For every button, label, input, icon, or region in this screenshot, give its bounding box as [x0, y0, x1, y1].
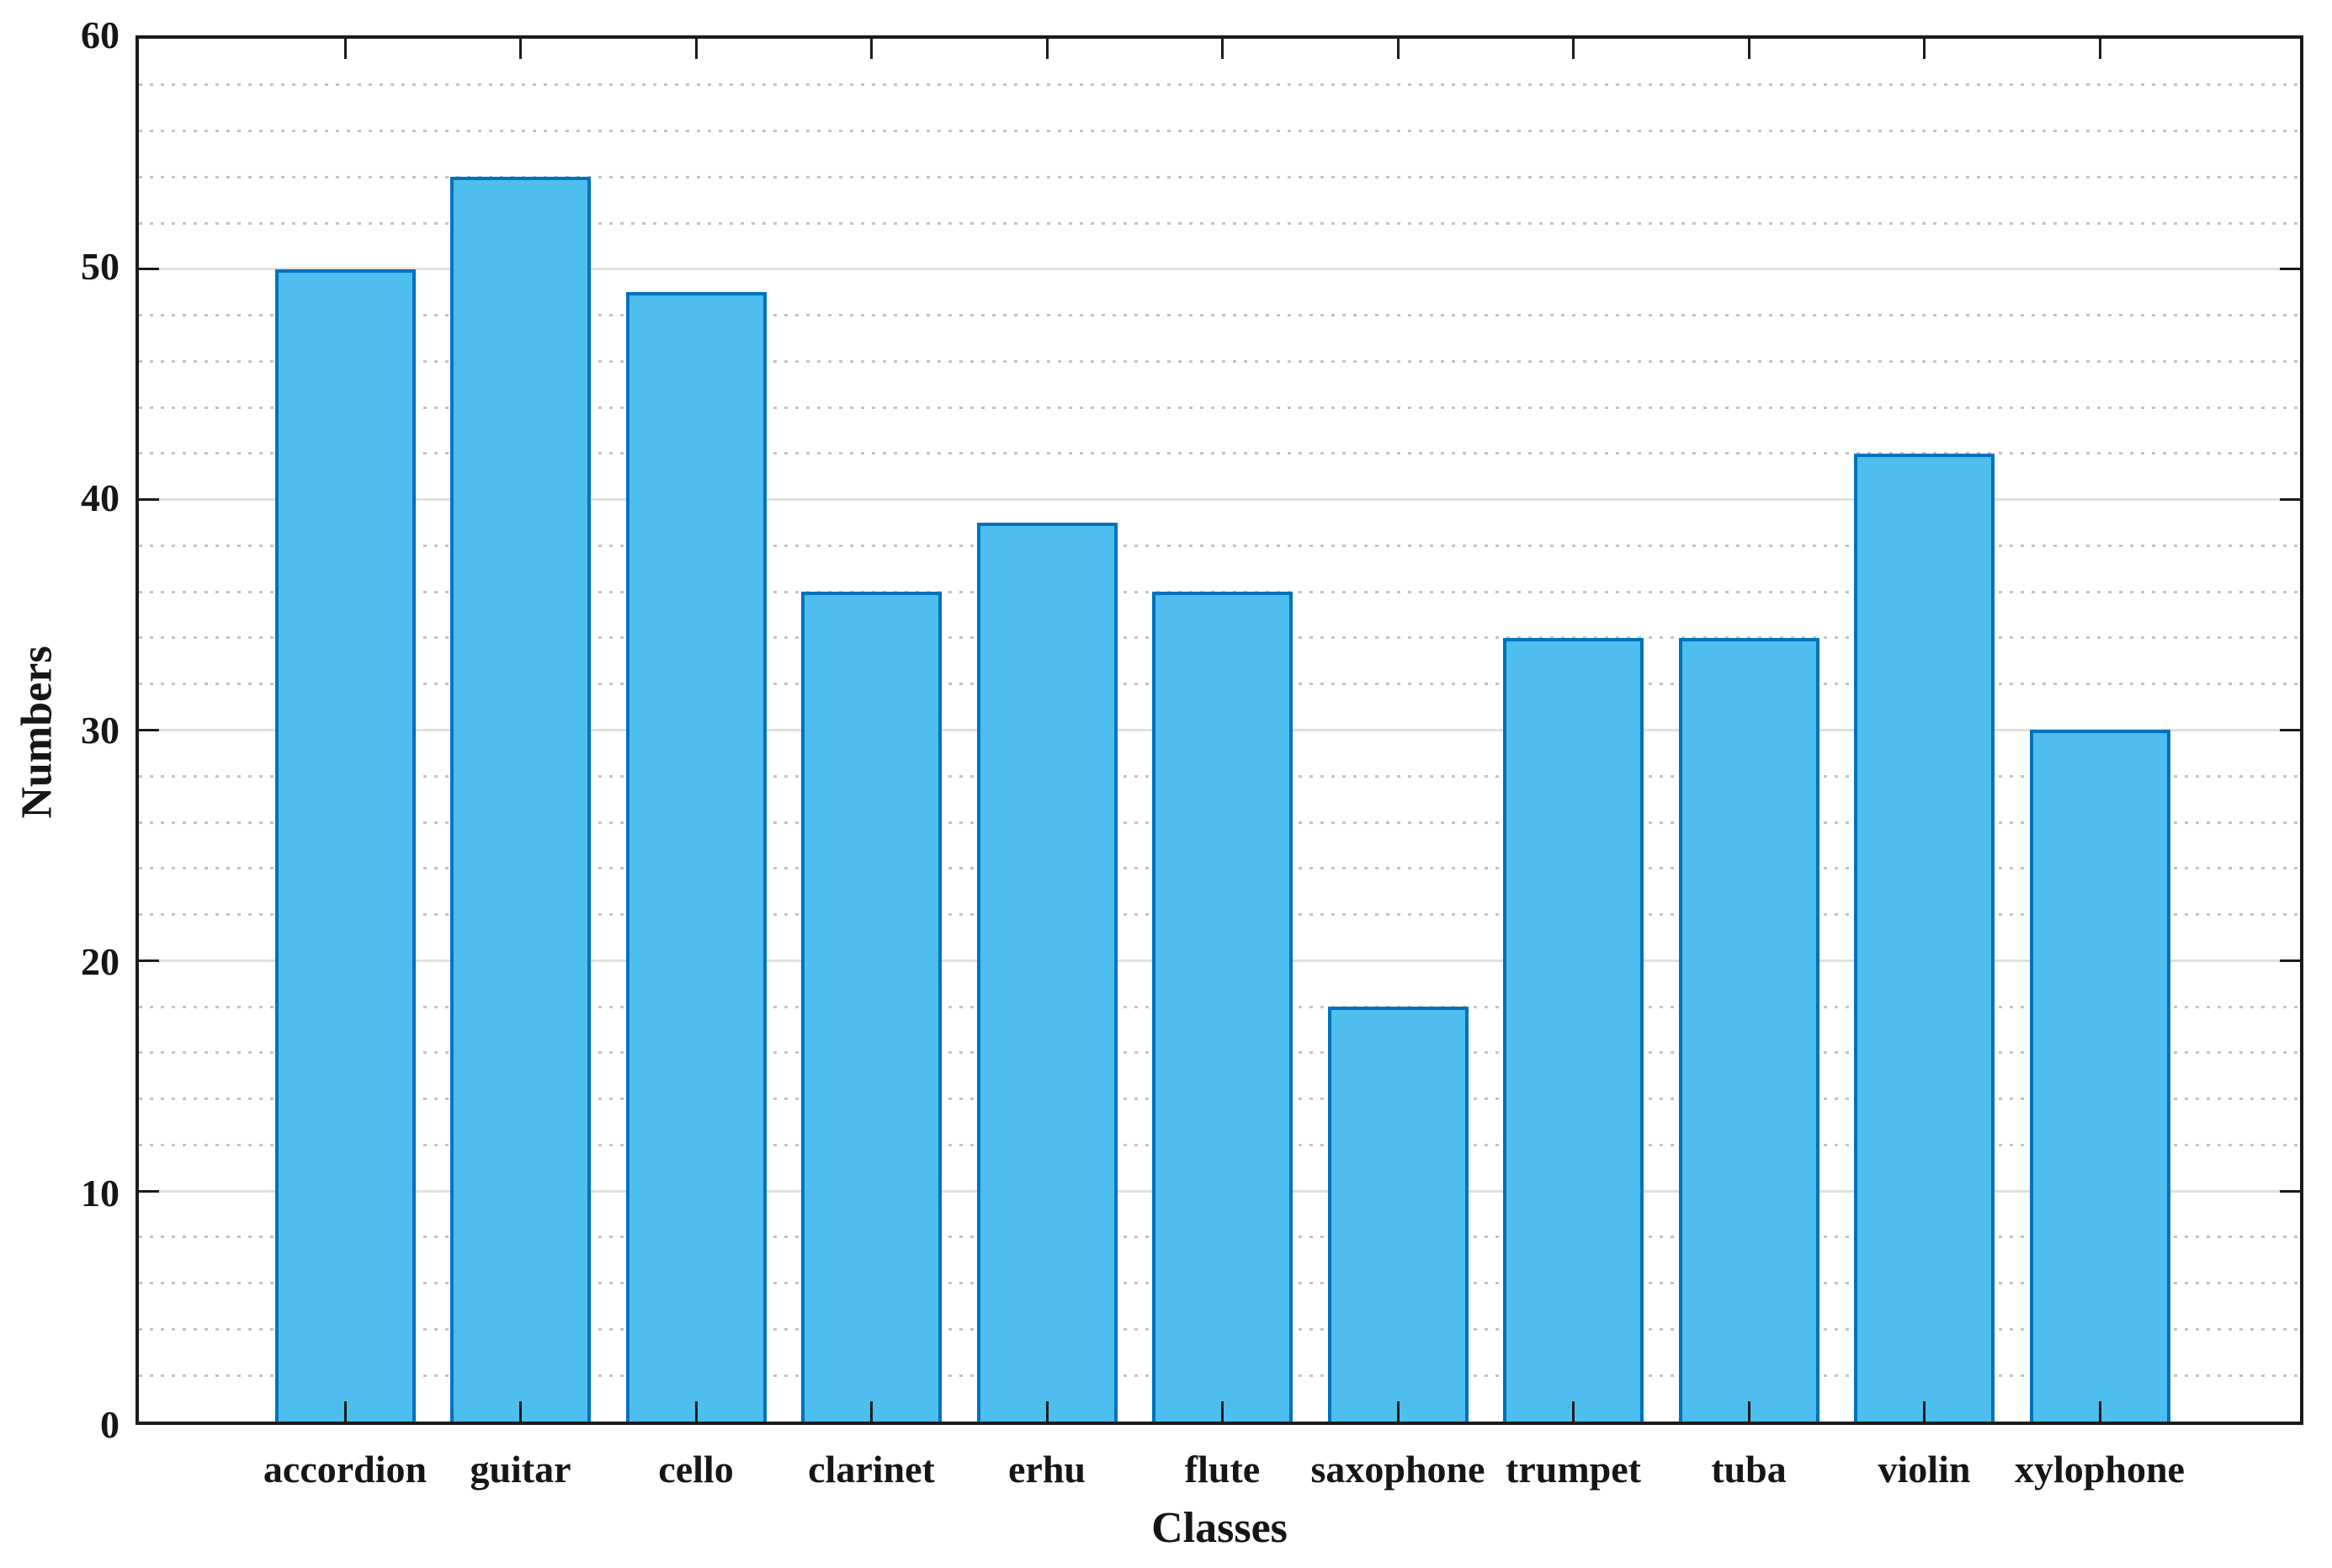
x-tick-top: [1572, 39, 1575, 59]
y-tick-label: 10: [81, 1171, 120, 1215]
x-tick-label-flute: flute: [1184, 1448, 1261, 1491]
x-tick-bottom: [519, 1401, 522, 1422]
bar-trumpet: [1503, 638, 1644, 1422]
y-tick-left: [139, 268, 159, 271]
gridline-minor: [139, 359, 2300, 363]
x-tick-top: [1396, 39, 1400, 59]
y-tick-label: 20: [81, 939, 120, 983]
x-tick-label-trumpet: trumpet: [1506, 1448, 1641, 1491]
x-tick-bottom: [343, 1401, 347, 1422]
gridline-major: [139, 498, 2300, 502]
gridline-minor: [139, 406, 2300, 409]
bar-xylophone: [2029, 730, 2170, 1422]
x-tick-top: [694, 39, 698, 59]
gridline-minor: [139, 175, 2300, 178]
x-tick-top: [1045, 39, 1049, 59]
x-tick-bottom: [1396, 1401, 1400, 1422]
x-tick-label-accordion: accordion: [263, 1448, 428, 1491]
y-tick-right: [2280, 498, 2300, 502]
x-axis-title: Classes: [1151, 1504, 1288, 1552]
bar-erhu: [976, 523, 1118, 1422]
y-tick-right: [2280, 1189, 2300, 1193]
x-tick-bottom: [694, 1401, 698, 1422]
gridline-minor: [139, 221, 2300, 225]
x-tick-bottom: [2098, 1401, 2101, 1422]
gridline-minor: [139, 314, 2300, 317]
y-tick-right: [2280, 268, 2300, 271]
bar-tuba: [1678, 638, 1819, 1422]
bar-cello: [625, 292, 767, 1422]
y-tick-left: [139, 729, 159, 731]
x-tick-label-cello: cello: [658, 1448, 734, 1491]
gridline-minor: [139, 452, 2300, 455]
gridline-minor: [139, 130, 2300, 133]
y-tick-right: [2280, 729, 2300, 731]
y-tick-label: 0: [100, 1403, 120, 1446]
x-tick-top: [343, 39, 347, 59]
x-tick-bottom: [870, 1401, 873, 1422]
bar-guitar: [450, 177, 591, 1422]
x-tick-top: [1747, 39, 1750, 59]
x-tick-bottom: [1045, 1401, 1049, 1422]
plot-area: [135, 35, 2303, 1425]
x-tick-top: [2098, 39, 2101, 59]
x-tick-label-erhu: erhu: [1008, 1448, 1086, 1491]
x-tick-bottom: [1572, 1401, 1575, 1422]
x-tick-bottom: [1747, 1401, 1750, 1422]
y-tick-left: [139, 959, 159, 962]
y-tick-label: 30: [81, 708, 120, 752]
bar-saxophone: [1327, 1007, 1469, 1422]
x-tick-label-clarinet: clarinet: [808, 1448, 935, 1491]
y-tick-left: [139, 1189, 159, 1193]
y-axis-title: Numbers: [13, 646, 61, 819]
bar-accordion: [274, 269, 416, 1422]
y-tick-right: [2280, 959, 2300, 962]
x-tick-top: [870, 39, 873, 59]
x-tick-label-saxophone: saxophone: [1310, 1448, 1485, 1491]
y-tick-label: 40: [81, 476, 120, 520]
x-tick-label-xylophone: xylophone: [2015, 1448, 2185, 1491]
y-tick-label: 60: [81, 13, 120, 56]
x-tick-label-guitar: guitar: [470, 1448, 571, 1491]
bar-flute: [1152, 592, 1293, 1422]
x-tick-bottom: [1923, 1401, 1926, 1422]
y-tick-label: 50: [81, 245, 120, 289]
gridline-minor: [139, 83, 2300, 87]
x-tick-bottom: [1221, 1401, 1224, 1422]
y-tick-left: [139, 498, 159, 502]
gridline-major: [139, 268, 2300, 271]
bar-violin: [1854, 454, 1995, 1422]
x-tick-label-violin: violin: [1878, 1448, 1971, 1491]
gridline-minor: [139, 544, 2300, 547]
x-tick-top: [1221, 39, 1224, 59]
x-tick-top: [519, 39, 522, 59]
bar-clarinet: [801, 592, 942, 1422]
x-tick-top: [1923, 39, 1926, 59]
x-tick-label-tuba: tuba: [1711, 1448, 1787, 1491]
